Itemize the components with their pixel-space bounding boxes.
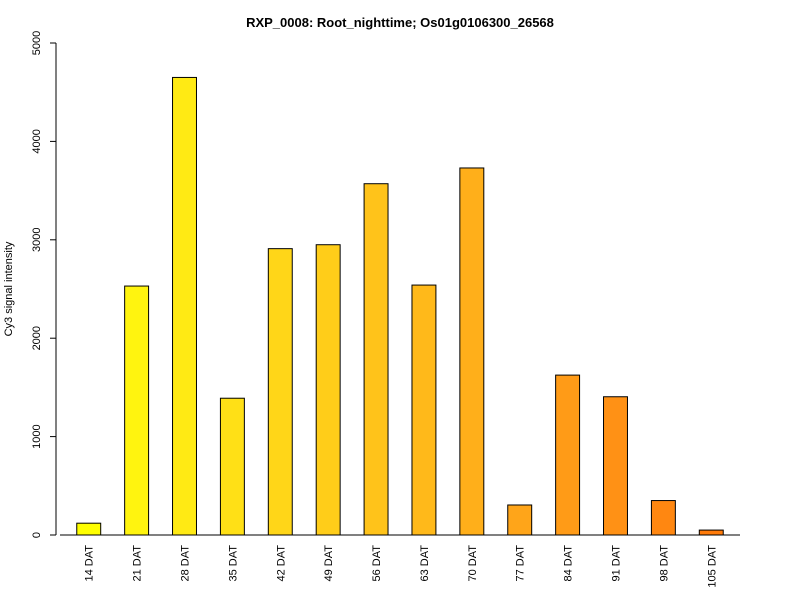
y-tick-label: 2000 <box>31 326 43 350</box>
x-tick-label: 98 DAT <box>658 545 670 582</box>
bars <box>76 76 724 536</box>
y-tick-label: 3000 <box>31 228 43 252</box>
bar-105-dat <box>698 529 724 536</box>
bar-49-dat <box>315 244 341 536</box>
x-tick-label: 28 DAT <box>180 545 192 582</box>
bar-42-dat <box>267 248 293 536</box>
y-tick-label: 4000 <box>31 129 43 153</box>
bar-98-dat <box>650 500 676 536</box>
x-tick-label: 42 DAT <box>275 545 287 582</box>
bar-63-dat <box>411 284 437 536</box>
x-tick-label: 70 DAT <box>467 545 479 582</box>
x-tick-label: 21 DAT <box>132 545 144 582</box>
y-tick-label: 0 <box>31 532 43 538</box>
y-axis-label: Cy3 signal intensity <box>3 241 15 336</box>
bar-28-dat <box>172 76 197 536</box>
x-tick-label: 77 DAT <box>515 545 527 582</box>
y-tick-label: 5000 <box>31 31 43 55</box>
x-tick-label: 56 DAT <box>371 545 383 582</box>
x-tick-labels: 14 DAT 21 DAT 28 DAT 35 DAT 42 DAT 49 DAT 56 D… <box>84 545 719 588</box>
bar-56-dat <box>363 183 389 536</box>
bar-70-dat <box>459 167 485 536</box>
bar-77-dat <box>507 504 533 536</box>
x-tick-label: 35 DAT <box>227 545 239 582</box>
bar-21-dat <box>124 285 150 536</box>
x-tick-label: 91 DAT <box>610 545 622 582</box>
x-tick-label: 63 DAT <box>419 545 431 582</box>
bar-84-dat <box>555 374 581 536</box>
x-tick-label: 14 DAT <box>84 545 96 582</box>
bar-35-dat <box>219 397 245 536</box>
x-tick-label: 49 DAT <box>323 545 335 582</box>
y-tick-label: 1000 <box>31 424 43 448</box>
x-tick-label: 84 DAT <box>563 545 575 582</box>
bar-14-dat <box>76 522 102 536</box>
bar-91-dat <box>603 396 628 536</box>
x-tick-label: 105 DAT <box>706 545 718 588</box>
chart-title: RXP_0008: Root_nighttime; Os01g0106300_2… <box>246 15 554 30</box>
y-axis: 0 1000 2000 3000 4000 5000 <box>31 31 57 538</box>
